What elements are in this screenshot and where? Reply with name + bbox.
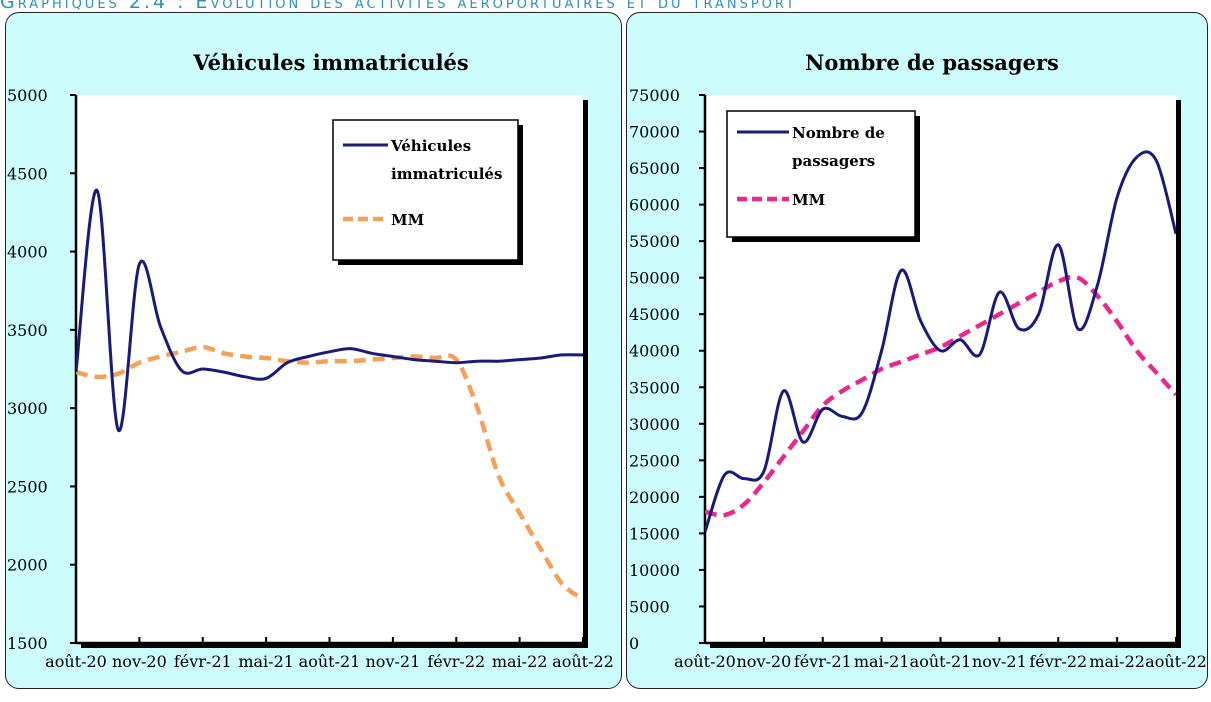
vehicules-x-tick-label: nov-21 (366, 652, 421, 671)
passagers-x-tick-label: nov-21 (972, 652, 1027, 671)
passagers-y-tick-label: 70000 (629, 123, 680, 142)
vehicules-y-tick-label: 2500 (7, 477, 48, 496)
vehicules-x-tick-label: févr-22 (427, 652, 485, 671)
vehicules-x-tick-label: août-21 (299, 652, 361, 671)
vehicules-x-tick-label: mai-22 (492, 652, 548, 671)
passagers-y-tick-label: 40000 (629, 342, 680, 361)
vehicules-x-tick-label: mai-21 (238, 652, 294, 671)
passagers-x-tick-label: févr-21 (794, 652, 852, 671)
passagers-x-tick-label: mai-22 (1089, 652, 1145, 671)
passagers-y-tick-label: 10000 (629, 561, 680, 580)
vehicules-y-tick-label: 3500 (7, 321, 48, 340)
vehicules-y-tick-label: 1500 (7, 634, 48, 653)
passagers-x-tick-label: août-22 (1145, 652, 1207, 671)
vehicules-y-tick-label: 3000 (7, 399, 48, 418)
vehicules-y-tick-label: 4000 (7, 243, 48, 262)
passagers-legend-label: passagers (792, 152, 875, 170)
vehicules-x-tick-label: nov-20 (112, 652, 167, 671)
passagers-y-tick-label: 60000 (629, 196, 680, 215)
vehicules-x-tick-label: août-22 (552, 652, 614, 671)
passagers-chart-title: Nombre de passagers (805, 50, 1059, 75)
vehicules-y-tick-label: 2000 (7, 556, 48, 575)
vehicules-y-tick-label: 4500 (7, 164, 48, 183)
vehicules-series-line-main (76, 188, 583, 432)
passagers-chart-svg: Nombre de passagers 75000 70000 65000 60000 5… (629, 50, 1207, 671)
passagers-y-tick-label: 75000 (629, 86, 680, 105)
passagers-y-tick-label: 15000 (629, 524, 680, 543)
vehicules-x-tick-label: févr-21 (174, 652, 232, 671)
passagers-series-line-mm (705, 274, 1176, 518)
chart-panel-passagers: Nombre de passagers 75000 70000 65000 60000 5… (626, 12, 1208, 689)
vehicules-legend-label: MM (391, 211, 424, 229)
passagers-legend-label: MM (792, 191, 825, 209)
passagers-y-tick-label: 25000 (629, 451, 680, 470)
passagers-legend-label: Nombre de (792, 124, 885, 142)
passagers-y-tick-label: 35000 (629, 378, 680, 397)
passagers-y-tick-label: 30000 (629, 415, 680, 434)
vehicules-y-tick-label: 5000 (7, 86, 48, 105)
passagers-x-tick-label: août-20 (674, 652, 736, 671)
passagers-y-tick-label: 20000 (629, 488, 680, 507)
passagers-y-tick-label: 45000 (629, 305, 680, 324)
passagers-series-line-main (705, 150, 1176, 533)
passagers-y-tick-label: 0 (629, 634, 639, 653)
page-heading: Graphiques 2.4 : Évolution des activités… (0, 0, 797, 13)
passagers-x-tick-label: août-21 (910, 652, 972, 671)
vehicules-legend-label: immatriculés (391, 165, 502, 183)
vehicules-x-tick-label: août-20 (45, 652, 107, 671)
vehicules-series-group (76, 188, 583, 602)
chart-panel-vehicules: Véhicules immatriculés 5000 4500 4000 3500 30… (5, 12, 622, 689)
vehicules-legend (332, 119, 519, 261)
passagers-x-tick-label: mai-21 (854, 652, 910, 671)
passagers-y-tick-label: 50000 (629, 269, 680, 288)
passagers-x-tick-label: nov-20 (737, 652, 792, 671)
passagers-y-tick-label: 65000 (629, 159, 680, 178)
passagers-y-tick-label: 5000 (629, 597, 670, 616)
vehicules-chart-title: Véhicules immatriculés (192, 50, 468, 75)
passagers-series-group (705, 150, 1176, 533)
vehicules-legend-label: Véhicules (390, 137, 471, 155)
passagers-x-tick-label: févr-22 (1029, 652, 1087, 671)
vehicules-chart-svg: Véhicules immatriculés 5000 4500 4000 3500 30… (7, 50, 614, 671)
passagers-y-tick-label: 55000 (629, 232, 680, 251)
